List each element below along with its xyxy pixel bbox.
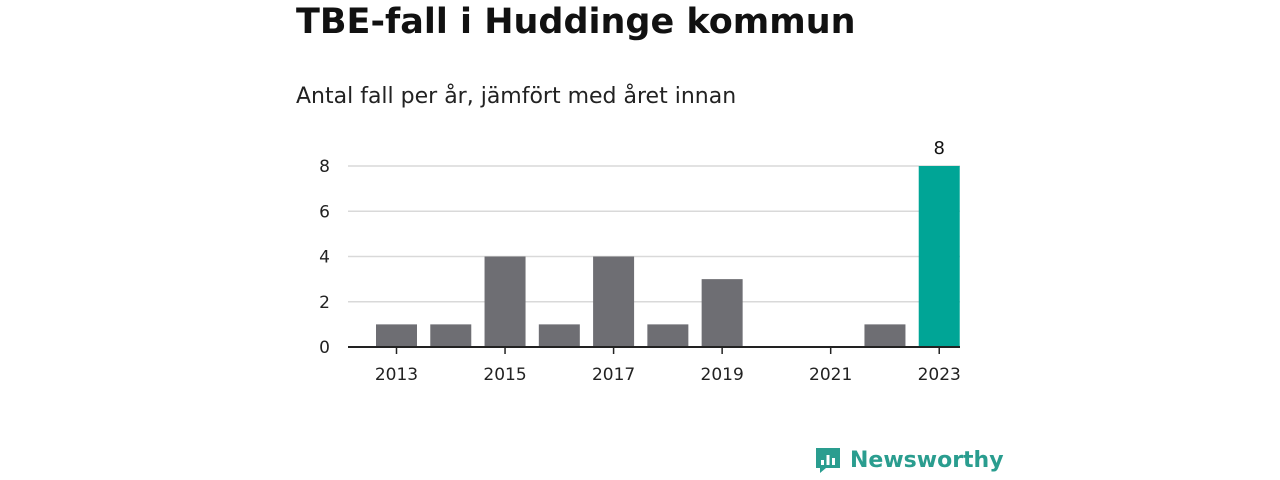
data-labels: 8 [934, 138, 945, 159]
bar-2019 [701, 279, 743, 347]
y-axis-ticks: 0 2 4 6 8 [319, 157, 330, 358]
bar-2017 [593, 256, 635, 347]
y-tick-label: 8 [319, 157, 330, 177]
bar-2013 [376, 324, 417, 347]
y-tick-label: 6 [319, 202, 330, 222]
bar-2016 [538, 324, 580, 347]
x-tick-label: 2023 [918, 365, 961, 385]
x-tick-label: 2013 [375, 365, 418, 385]
x-tick-label: 2021 [809, 365, 852, 385]
chart-title: TBE-fall i Huddinge kommun [296, 2, 856, 42]
y-tick-label: 2 [319, 293, 330, 313]
x-tick-label: 2019 [701, 365, 744, 385]
bar-2015 [484, 256, 526, 347]
x-axis-ticks: 2013 2015 2017 2019 2021 2023 [375, 347, 961, 385]
y-tick-label: 4 [319, 248, 330, 268]
chart-subtitle: Antal fall per år, jämfört med året inna… [296, 84, 737, 109]
bar-2014 [430, 324, 472, 347]
y-tick-label: 0 [319, 338, 330, 358]
grid-lines [348, 165, 960, 303]
bar-2018 [647, 324, 689, 347]
bars [376, 166, 960, 347]
bar-2022 [864, 324, 906, 347]
bar-chart-speech-bubble-icon [816, 448, 840, 473]
brand-name: Newsworthy [850, 447, 1004, 473]
newsworthy-logo: Newsworthy [814, 446, 1004, 474]
bar-2023 [918, 166, 960, 347]
data-label: 8 [934, 138, 945, 159]
x-tick-label: 2015 [483, 365, 526, 385]
x-tick-label: 2017 [592, 365, 635, 385]
